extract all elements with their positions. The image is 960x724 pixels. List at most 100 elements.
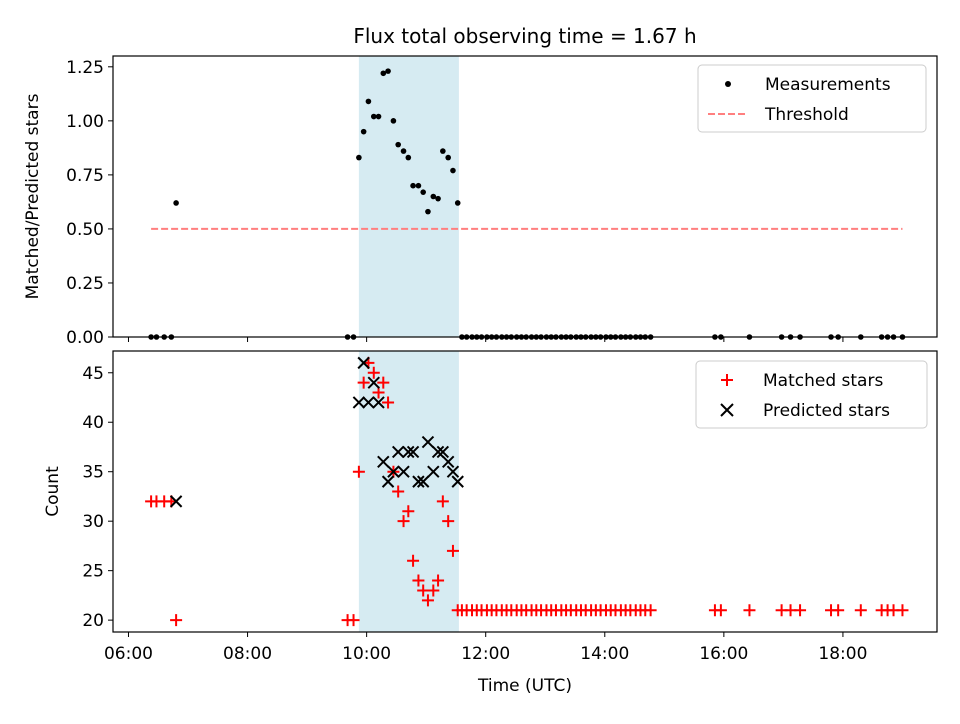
matched-star-point (436, 495, 449, 508)
measurement-point (454, 200, 461, 206)
matched-star-point (432, 574, 445, 587)
bottom-y-axis-label: Count (43, 466, 63, 517)
measurement-point (425, 208, 431, 215)
matched-star-point (832, 604, 845, 617)
y-tick-label: 40 (82, 413, 104, 433)
measurement-point (173, 200, 179, 206)
y-tick-label: 30 (82, 512, 104, 532)
x-tick-label: 12:00 (461, 644, 510, 664)
y-tick-label: 0.25 (66, 274, 104, 294)
matched-star-point (743, 604, 756, 617)
measurement-point (370, 113, 377, 120)
predicted-star-point (362, 396, 375, 409)
top-panel: 0.00 0.25 0.50 0.75 1.00 1.25 Matched/Predict… (23, 55, 938, 348)
matched-star-point (427, 584, 440, 597)
y-tick-label: 35 (82, 463, 104, 483)
predicted-star-point (381, 475, 395, 488)
y-tick-label: 25 (82, 562, 104, 582)
legend-predicted-label: Predicted stars (763, 401, 890, 421)
matched-star-point (392, 485, 405, 498)
matched-star-point (352, 465, 365, 478)
matched-star-point (794, 604, 807, 617)
matched-star-point (644, 604, 657, 617)
bottom-x-ticks: 06:00 08:00 10:00 12:00 14:00 16:00 18:00 (104, 632, 867, 664)
predicted-star-point (412, 475, 425, 488)
predicted-star-point (169, 495, 183, 508)
predicted-star-point (436, 445, 450, 459)
chart-title: Flux total observing time = 1.67 h (353, 24, 696, 48)
top-legend: Measurements Threshold (697, 64, 927, 133)
matched-star-point (377, 376, 390, 389)
matched-star-point (412, 574, 425, 587)
y-tick-label: 0.75 (66, 166, 104, 186)
measurement-point (430, 193, 437, 200)
measurement-point (415, 182, 422, 189)
measurement-point (380, 70, 387, 77)
matched-star-point (347, 614, 360, 627)
matched-star-points (145, 356, 909, 627)
top-axes-frame (112, 55, 938, 338)
x-tick-label: 18:00 (818, 644, 867, 664)
measurement-point (375, 113, 382, 120)
predicted-star-point (352, 396, 366, 409)
bottom-axes-frame (112, 350, 938, 633)
bottom-legend: Matched stars Predicted stars (695, 360, 928, 429)
matched-star-point (446, 544, 459, 557)
bottom-legend-box (695, 360, 928, 429)
measurement-point (440, 148, 446, 154)
measurement-point (395, 141, 401, 148)
legend-threshold-label: Threshold (764, 105, 849, 125)
measurement-point (435, 195, 441, 202)
predicted-star-point (446, 465, 460, 478)
top-observing-window-shade (358, 56, 459, 337)
predicted-star-point (377, 455, 390, 469)
predicted-star-point (402, 445, 415, 459)
bottom-y-ticks: 20 25 30 35 40 45 (82, 364, 113, 631)
matched-star-point (714, 604, 727, 617)
x-axis-label: Time (UTC) (477, 676, 572, 696)
predicted-star-point (421, 435, 435, 449)
x-tick-label: 16:00 (699, 644, 748, 664)
matched-star-point (367, 366, 380, 379)
legend-predicted-marker (720, 403, 734, 417)
predicted-star-point (357, 356, 370, 370)
predicted-star-point (431, 445, 445, 459)
x-tick-label: 10:00 (342, 644, 391, 664)
legend-matched-label: Matched stars (763, 371, 883, 391)
predicted-star-point (391, 445, 405, 459)
measurement-point (450, 167, 456, 174)
measurement-point (405, 154, 412, 161)
matched-star-point (442, 515, 455, 528)
x-tick-label: 08:00 (223, 644, 272, 664)
bottom-observing-window-shade (358, 351, 459, 632)
predicted-star-point (416, 475, 430, 488)
measurement-point (445, 154, 451, 161)
y-tick-label: 1.00 (66, 112, 104, 132)
measurement-point (420, 189, 426, 195)
matched-star-point (382, 396, 395, 409)
predicted-star-point (387, 465, 400, 478)
matched-star-point (407, 554, 420, 567)
matched-star-point (417, 584, 430, 597)
top-y-axis-label: Matched/Predicted stars (23, 93, 43, 299)
legend-measurements-label: Measurements (765, 75, 891, 95)
matched-star-point (402, 505, 415, 518)
bottom-panel: 20 25 30 35 40 45 06:00 08:00 10:00 12:00 14:00 16… (43, 350, 938, 696)
measurement-point (400, 148, 407, 154)
predicted-star-point (451, 475, 464, 488)
y-tick-label: 0.50 (66, 220, 104, 240)
matched-star-point (896, 604, 909, 617)
matched-star-point (170, 614, 183, 627)
measurement-point (360, 128, 367, 135)
measurement-point (385, 68, 391, 74)
x-tick-label: 14:00 (580, 644, 629, 664)
y-tick-label: 20 (82, 611, 104, 631)
predicted-star-points (169, 356, 464, 508)
predicted-star-point (367, 376, 380, 389)
matched-star-point (854, 604, 867, 617)
y-tick-label: 1.25 (66, 58, 104, 78)
legend-measurements-marker (725, 81, 731, 87)
predicted-star-point (406, 445, 420, 459)
measurement-point (390, 118, 397, 124)
